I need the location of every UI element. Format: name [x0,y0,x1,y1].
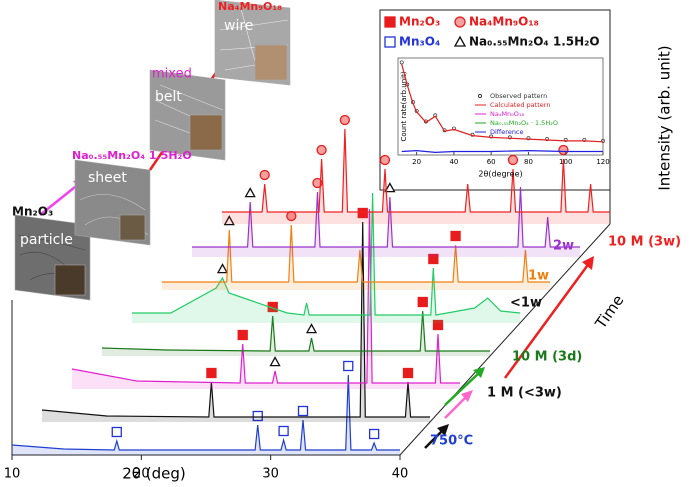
annotation: belt [155,89,182,105]
trace-fill [222,129,610,224]
legend-label: Na₄Mn₉O₁₈ [469,15,539,29]
trace-line [192,186,580,248]
annotation: mixed [152,67,192,82]
inset-legend-label: Na₀.₅₅Mn₂O₄ · 1.5H₂O [490,119,558,127]
trace-line [101,310,490,352]
observed-point [601,138,605,143]
annotation: sheet [88,170,127,186]
trace-line [222,128,610,213]
legend-label: Mn₃O₄ [399,35,440,49]
series-label: 1w [528,269,549,284]
marker [269,356,281,367]
x-tick-label: 10 [4,467,21,482]
marker [450,230,461,242]
inset-x-tick-label: 120 [596,158,609,166]
trace-line [132,192,521,316]
marker [379,154,391,166]
marker [223,215,235,226]
inset-x-label: 2θ(degree) [478,170,522,179]
annotation: particle [20,232,73,248]
observed-point [526,136,531,141]
sem-images [14,0,291,301]
trace-fill [12,375,400,455]
inset-y-label: Count rate(arb.unit) [400,71,408,141]
annotation: wire [224,18,253,34]
marker [252,410,263,422]
series-label: 10 M (3d) [512,350,582,365]
time-label: Time [591,292,627,333]
y-axis-label: Intensity (arb. unit) [656,45,674,190]
marker [244,187,256,198]
marker [111,426,122,438]
trace-fill [192,187,580,257]
marker [259,169,270,181]
trace-fill [162,225,550,290]
marker [339,114,351,126]
marker [417,296,428,308]
marker [454,16,466,28]
x-tick-label: 20 [133,467,150,482]
marker [384,36,396,48]
observed-point [545,137,550,142]
marker [384,182,396,193]
inset-x-tick-label: 100 [559,158,572,166]
marker [278,425,289,437]
marker [558,144,569,156]
series-label: 10 M (3w) [608,235,681,250]
observed-point [582,138,587,142]
trace-line [162,224,550,283]
inset-x-tick-label: 20 [412,158,421,166]
marker [402,367,414,379]
legend-label: Na₀.₅₅Mn₂O₄ 1.5H₂O [469,35,600,49]
annotation: Mn₂O₃ [12,205,53,219]
inset-plot-area [397,57,604,156]
trace-fill [132,193,520,323]
marker [343,360,354,372]
annotation: Na₀.₅₅Mn₂O₄ 1.5H₂O [72,149,192,162]
trace-line [401,149,603,154]
marker [206,367,217,379]
inset-legend-label: Difference [490,128,524,136]
series-label: 750°C [430,434,473,449]
marker [297,405,309,417]
marker [428,253,439,265]
marker [368,428,380,440]
inset-legend-label: Observed pattern [490,92,547,100]
x-tick-label: 30 [262,467,279,482]
marker [312,177,323,189]
inset-x-tick-label: 80 [524,158,533,166]
series-label: 1 M (<3w) [487,386,562,401]
x-tick-label: 40 [392,467,409,482]
observed-point [399,60,404,65]
trace-line [41,221,430,418]
marker [305,323,318,334]
series-label: <1w [510,296,542,311]
observed-point [451,126,456,131]
observed-point [489,134,494,139]
trace-line [11,374,400,451]
inset-x-tick-label: 40 [449,158,458,166]
trace-line [401,64,604,143]
inset-legend-swatch [477,93,483,99]
x-axis-label: 2θ (deg) [122,465,185,483]
legend-label: Mn₂O₃ [399,15,440,29]
marker [453,35,467,47]
marker [507,154,519,166]
series-label: 2w [553,239,574,254]
marker [384,16,396,28]
inset-x-tick-label: 60 [487,158,496,166]
inset-box [379,9,611,191]
marker [237,329,248,341]
marker [316,144,327,156]
inset-legend-label: Calculated pattern [490,101,550,109]
marker [432,319,444,331]
observed-point [507,135,512,140]
annotation: Na₄Mn₉O₁₈ [218,0,282,13]
inset-legend-label: Na₄Mn₉O₁₈ [490,110,525,118]
marker [357,207,368,219]
observed-point [563,138,568,142]
trace-line [71,208,460,384]
marker [216,263,229,274]
